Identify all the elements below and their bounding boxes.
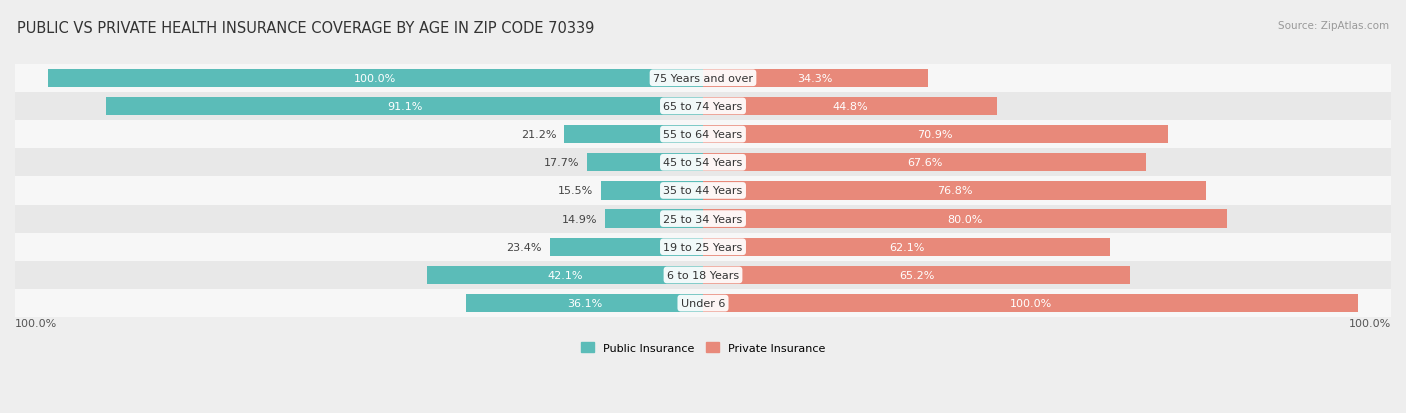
Bar bbox=[48, 69, 703, 88]
Text: 80.0%: 80.0% bbox=[948, 214, 983, 224]
Bar bbox=[15, 261, 1391, 290]
Bar bbox=[703, 126, 1167, 144]
Legend: Public Insurance, Private Insurance: Public Insurance, Private Insurance bbox=[576, 338, 830, 357]
Bar bbox=[550, 238, 703, 256]
Text: 55 to 64 Years: 55 to 64 Years bbox=[664, 130, 742, 140]
Bar bbox=[15, 233, 1391, 261]
Text: 100.0%: 100.0% bbox=[1010, 298, 1052, 309]
Text: 23.4%: 23.4% bbox=[506, 242, 541, 252]
Text: 70.9%: 70.9% bbox=[918, 130, 953, 140]
Text: 25 to 34 Years: 25 to 34 Years bbox=[664, 214, 742, 224]
Bar bbox=[427, 266, 703, 285]
Bar bbox=[15, 121, 1391, 149]
Text: 35 to 44 Years: 35 to 44 Years bbox=[664, 186, 742, 196]
Text: 15.5%: 15.5% bbox=[558, 186, 593, 196]
Text: 65.2%: 65.2% bbox=[898, 270, 935, 280]
Text: 21.2%: 21.2% bbox=[520, 130, 557, 140]
Bar bbox=[15, 177, 1391, 205]
Text: 100.0%: 100.0% bbox=[354, 74, 396, 83]
Text: 14.9%: 14.9% bbox=[562, 214, 598, 224]
Text: 65 to 74 Years: 65 to 74 Years bbox=[664, 102, 742, 112]
Text: 67.6%: 67.6% bbox=[907, 158, 942, 168]
Text: Under 6: Under 6 bbox=[681, 298, 725, 309]
Bar bbox=[703, 182, 1206, 200]
Bar bbox=[703, 154, 1146, 172]
Text: 36.1%: 36.1% bbox=[567, 298, 602, 309]
Text: 19 to 25 Years: 19 to 25 Years bbox=[664, 242, 742, 252]
Bar bbox=[703, 210, 1227, 228]
Bar bbox=[588, 154, 703, 172]
Bar bbox=[703, 238, 1109, 256]
Text: 100.0%: 100.0% bbox=[15, 318, 58, 328]
Bar bbox=[467, 294, 703, 313]
Bar bbox=[602, 182, 703, 200]
Bar bbox=[703, 97, 997, 116]
Text: 42.1%: 42.1% bbox=[547, 270, 583, 280]
Bar bbox=[703, 294, 1358, 313]
Bar bbox=[15, 290, 1391, 318]
Text: Source: ZipAtlas.com: Source: ZipAtlas.com bbox=[1278, 21, 1389, 31]
Text: 34.3%: 34.3% bbox=[797, 74, 834, 83]
Text: 75 Years and over: 75 Years and over bbox=[652, 74, 754, 83]
Text: 6 to 18 Years: 6 to 18 Years bbox=[666, 270, 740, 280]
Text: 17.7%: 17.7% bbox=[544, 158, 579, 168]
Bar bbox=[15, 149, 1391, 177]
Bar bbox=[105, 97, 703, 116]
Bar bbox=[564, 126, 703, 144]
Text: 62.1%: 62.1% bbox=[889, 242, 924, 252]
Bar bbox=[15, 93, 1391, 121]
Bar bbox=[703, 69, 928, 88]
Text: 100.0%: 100.0% bbox=[1348, 318, 1391, 328]
Text: 45 to 54 Years: 45 to 54 Years bbox=[664, 158, 742, 168]
Text: 76.8%: 76.8% bbox=[936, 186, 973, 196]
Bar bbox=[15, 64, 1391, 93]
Text: 91.1%: 91.1% bbox=[387, 102, 422, 112]
Text: 44.8%: 44.8% bbox=[832, 102, 868, 112]
Bar bbox=[703, 266, 1130, 285]
Bar bbox=[606, 210, 703, 228]
Bar bbox=[15, 205, 1391, 233]
Text: PUBLIC VS PRIVATE HEALTH INSURANCE COVERAGE BY AGE IN ZIP CODE 70339: PUBLIC VS PRIVATE HEALTH INSURANCE COVER… bbox=[17, 21, 595, 36]
